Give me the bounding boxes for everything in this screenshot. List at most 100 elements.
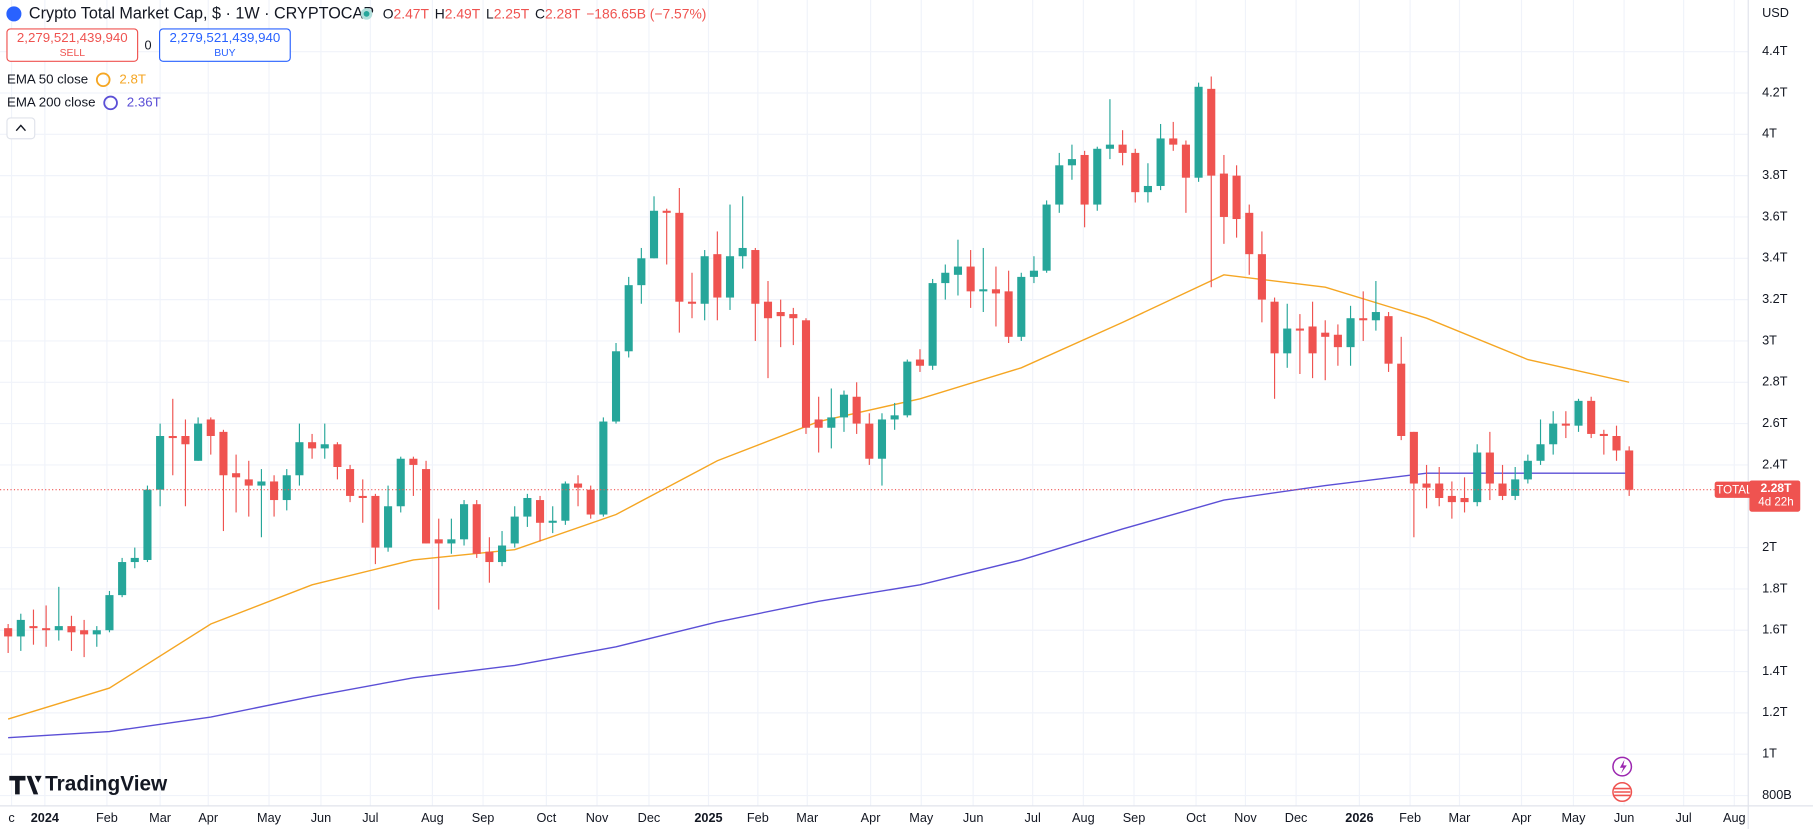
y-tick-label: 1.6T <box>1762 622 1788 637</box>
candle-body <box>485 551 494 563</box>
candle-body <box>941 272 950 284</box>
candle-body <box>371 495 380 548</box>
symbol-tag <box>1714 481 1754 498</box>
market-status-dot <box>363 10 370 17</box>
candle-body <box>852 396 861 424</box>
indicator-settings <box>103 95 118 111</box>
candle-body <box>725 256 735 298</box>
candle-body <box>1397 363 1406 436</box>
collapse-button[interactable] <box>6 117 36 140</box>
candle-body <box>523 497 532 517</box>
candle-body <box>649 210 659 259</box>
candle-body <box>953 266 963 275</box>
x-tick-label: Jul <box>362 810 378 825</box>
candle-body <box>1029 270 1038 277</box>
candle-body <box>979 289 988 292</box>
candle-body <box>232 473 241 478</box>
candle-body <box>1017 276 1026 337</box>
candle-body <box>168 435 177 439</box>
y-tick-label: 4.4T <box>1762 43 1788 58</box>
y-tick-label: 3.8T <box>1762 167 1788 182</box>
candle-body <box>270 481 279 501</box>
x-tick-label: Oct <box>1186 810 1206 825</box>
candle-body <box>1460 497 1469 503</box>
candle-body <box>1599 433 1608 436</box>
candle-body <box>1283 328 1292 354</box>
x-tick-label: c <box>8 810 15 825</box>
indicator-value: 2.36T <box>127 94 161 109</box>
candle-body <box>1359 318 1368 321</box>
candle-body <box>1156 138 1165 186</box>
ema-line <box>8 472 1630 739</box>
candle-body <box>1194 86 1203 178</box>
x-tick-label: Sep <box>1123 810 1146 825</box>
candle-body <box>460 504 469 540</box>
candle-body <box>1511 479 1520 496</box>
candle-body <box>1587 400 1596 434</box>
candle-body <box>244 479 253 486</box>
candle-body <box>789 314 798 319</box>
candle-body <box>1333 334 1342 348</box>
candle-body <box>194 423 203 461</box>
x-tick-label: Mar <box>1449 810 1472 825</box>
candle-body <box>548 520 557 523</box>
spread: 0 <box>144 38 151 53</box>
candle-body <box>801 320 811 428</box>
candle-body <box>346 469 355 496</box>
candle-body <box>1080 154 1089 205</box>
candle-body <box>1181 144 1190 178</box>
candle-body <box>1574 400 1583 426</box>
indicator-name: EMA 50 close <box>7 71 88 86</box>
candle-body <box>573 483 583 488</box>
y-tick-label: 1.8T <box>1762 580 1788 595</box>
candle-body <box>498 545 507 563</box>
candle-body <box>662 210 671 213</box>
grid <box>0 0 1749 806</box>
x-tick-label: May <box>1561 810 1586 825</box>
buy-button[interactable] <box>159 28 291 62</box>
candle-body <box>814 419 823 428</box>
x-tick-label: May <box>257 810 282 825</box>
x-tick-label: Dec <box>1285 810 1308 825</box>
y-tick-label: 800B <box>1762 787 1792 802</box>
candle-body <box>738 247 747 257</box>
buy-label: BUY <box>214 48 235 59</box>
candle-body <box>915 359 925 366</box>
x-tick-label: Mar <box>149 810 172 825</box>
candle-body <box>890 415 899 420</box>
indicator-settings <box>95 72 111 88</box>
sell-button[interactable] <box>6 28 139 62</box>
x-tick-label: Jun <box>1614 810 1634 825</box>
candle-body <box>396 458 405 507</box>
candle-body <box>333 444 342 467</box>
candle-body <box>1346 318 1355 348</box>
candle-body <box>16 619 25 637</box>
indicator-legend: EMA 50 close 2.8T EMA 200 close 2.36T <box>7 71 161 111</box>
candle-body <box>1371 312 1380 321</box>
candle-body <box>1308 326 1317 354</box>
y-tick-label: 4.2T <box>1762 84 1788 99</box>
y-tick-label: 4T <box>1762 126 1777 141</box>
ohlc-value: 2.25T <box>494 5 530 21</box>
candle-body <box>1093 148 1102 205</box>
y-tick-label: 3.6T <box>1762 208 1788 223</box>
x-tick-label: Sep <box>472 810 495 825</box>
candle-body <box>535 500 545 523</box>
candle-body <box>447 539 456 544</box>
chart-title: Crypto Total Market Cap, $ · 1W · CRYPTO… <box>29 5 374 23</box>
candle-body <box>763 301 773 319</box>
indicator-value: 2.8T <box>119 71 146 86</box>
currency[interactable]: USD <box>1762 5 1789 20</box>
candle-body <box>928 283 937 366</box>
candle-body <box>1409 431 1418 484</box>
x-tick-label: Feb <box>747 810 769 825</box>
candle-body <box>181 435 190 445</box>
axes: 800B 1T 1.2T 1.4T 1.6T 1.8T 2T 2.4T 2.6T 2.8T 3T 3.… <box>8 43 1801 825</box>
candle-body <box>54 626 63 631</box>
events-glyph <box>1619 759 1627 774</box>
candle-body <box>637 258 646 286</box>
buy-price: 2,279,521,439,940 <box>170 30 281 45</box>
x-tick-label: Jul <box>1676 810 1692 825</box>
x-tick-label: 2025 <box>694 810 722 825</box>
candle-body <box>1055 165 1064 205</box>
